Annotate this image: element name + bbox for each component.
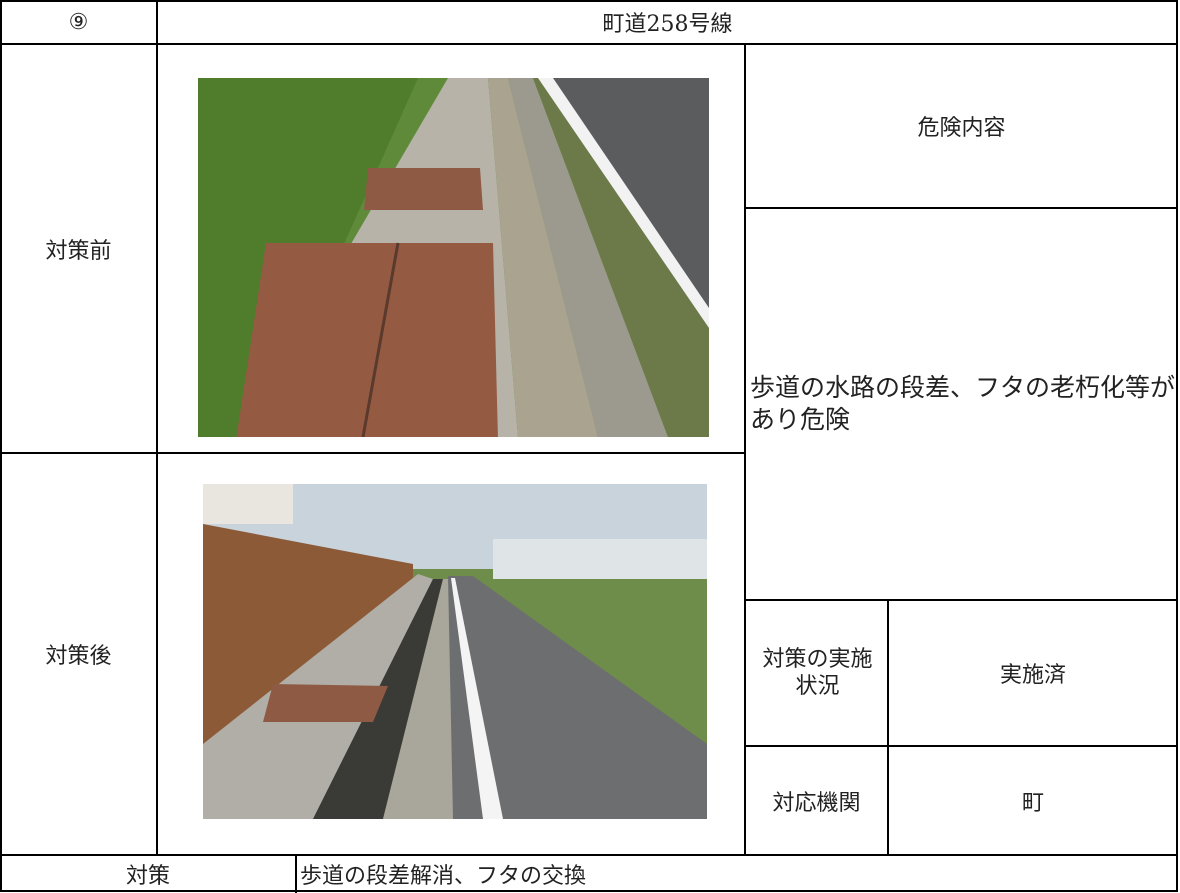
hazard-text: 歩道の水路の段差、フタの老朽化等があり危険 xyxy=(750,372,1176,435)
number: ⑨ xyxy=(68,9,89,35)
hazard-label: 危険内容 xyxy=(917,116,1006,141)
measures-label: 対策 xyxy=(125,864,170,889)
photo-before xyxy=(198,78,709,437)
status-value: 実施済 xyxy=(999,663,1066,688)
agency-value: 町 xyxy=(1021,790,1044,816)
agency-label: 対応機関 xyxy=(772,790,861,816)
row-label-after: 対策後 xyxy=(45,644,112,669)
status-label: 対策の実施状況 xyxy=(762,646,873,700)
measures-text: 歩道の段差解消、フタの交換 xyxy=(300,864,587,889)
photo-after xyxy=(203,484,707,819)
row-label-before: 対策前 xyxy=(45,238,112,264)
route-title: 町道258号線 xyxy=(602,12,733,37)
